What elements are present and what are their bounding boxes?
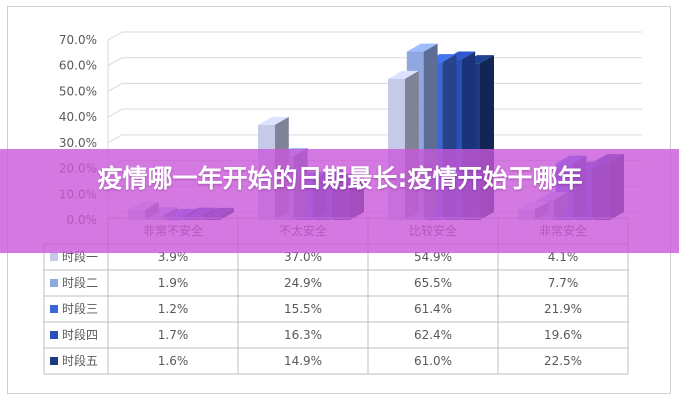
series-name-label: 时段三 [62,301,98,316]
y-tick-label: 40.0% [59,110,97,124]
title-banner [0,149,679,253]
legend-key-series-3 [50,305,58,313]
gridline-diag [107,108,123,118]
data-label: 54.9% [414,250,452,264]
data-label: 61.4% [414,302,452,316]
data-label: 16.3% [284,328,322,342]
gridline-diag [107,57,123,67]
legend-key-series-4 [50,331,58,339]
data-label: 3.9% [158,250,189,264]
bar-top [388,70,419,79]
data-label: 37.0% [284,250,322,264]
data-label: 19.6% [544,328,582,342]
data-label: 24.9% [284,276,322,290]
y-tick-label: 60.0% [59,59,97,73]
series-name-label: 时段五 [62,353,98,368]
data-label: 1.2% [158,302,189,316]
gridline-diag [107,134,123,144]
series-name-label: 时段四 [62,327,98,342]
y-tick-label: 70.0% [59,33,97,47]
legend-key-series-1 [50,253,58,261]
data-label: 21.9% [544,302,582,316]
data-label: 14.9% [284,354,322,368]
data-label: 65.5% [414,276,452,290]
data-label: 1.6% [158,354,189,368]
banner-title: 疫情哪一年开始的日期最长:疫情开始于哪年 [97,164,583,193]
gridline-diag [107,82,123,92]
data-label: 1.9% [158,276,189,290]
series-name-label: 时段二 [62,275,98,290]
y-tick-label: 50.0% [59,84,97,98]
bar-top [406,43,438,52]
y-tick-label: 30.0% [59,136,97,150]
legend-key-series-5 [50,357,58,365]
data-label: 7.7% [548,276,579,290]
bar-top [258,116,289,125]
data-label: 62.4% [414,328,452,342]
data-label: 15.5% [284,302,322,316]
data-label: 61.0% [414,354,452,368]
data-label: 22.5% [544,354,582,368]
gridline-diag [107,31,123,41]
data-label: 4.1% [548,250,579,264]
data-label: 1.7% [158,328,189,342]
legend-key-series-2 [50,279,58,287]
